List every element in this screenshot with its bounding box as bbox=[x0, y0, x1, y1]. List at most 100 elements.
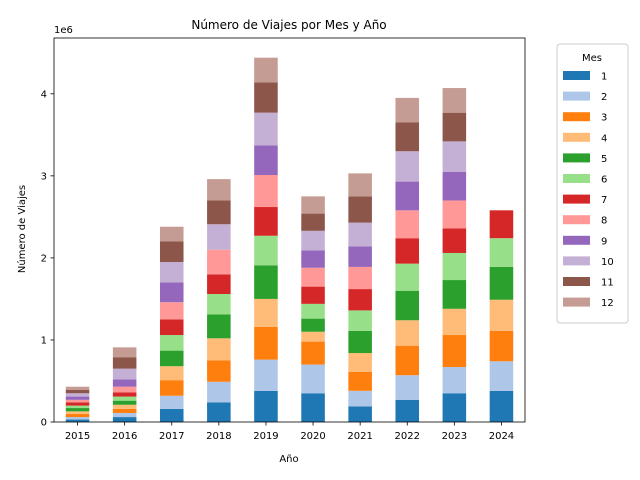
bar-2020-month-4 bbox=[301, 331, 325, 342]
bar-2016-month-9 bbox=[112, 379, 137, 387]
bar-2018-month-1 bbox=[207, 402, 231, 422]
legend-label-8: 8 bbox=[601, 216, 607, 227]
bars-layer bbox=[65, 57, 514, 422]
bar-2023-month-5 bbox=[442, 280, 467, 309]
bar-2017-month-9 bbox=[159, 282, 184, 303]
bar-2016-month-4 bbox=[112, 404, 137, 409]
bar-2018-month-12 bbox=[207, 179, 231, 201]
bar-2016-month-3 bbox=[112, 408, 137, 413]
x-tick-label-2022: 2022 bbox=[395, 431, 420, 442]
bar-2018-month-3 bbox=[207, 360, 231, 382]
bar-2020-month-2 bbox=[301, 364, 325, 394]
bar-2015-month-1 bbox=[65, 419, 90, 422]
bar-2021-month-2 bbox=[348, 390, 372, 407]
bar-2018-month-5 bbox=[207, 314, 231, 339]
bar-2024-month-7 bbox=[489, 210, 514, 239]
bar-2016-month-11 bbox=[112, 357, 137, 369]
legend-label-11: 11 bbox=[601, 278, 614, 289]
y-axis-label: Número de Viajes bbox=[16, 185, 28, 273]
x-tick-label-2017: 2017 bbox=[159, 431, 184, 442]
legend-swatch-5 bbox=[563, 153, 590, 163]
bar-2018-month-10 bbox=[207, 224, 231, 250]
bar-2020-month-9 bbox=[301, 250, 325, 268]
bar-2023-month-6 bbox=[442, 252, 467, 281]
bar-2023-month-10 bbox=[442, 141, 467, 172]
bar-2017-month-12 bbox=[159, 226, 184, 242]
bar-2015-month-6 bbox=[65, 405, 90, 409]
bar-2021-month-9 bbox=[348, 246, 372, 267]
bar-2022-month-7 bbox=[395, 238, 420, 264]
bar-2016-month-2 bbox=[112, 412, 137, 418]
bar-2021-month-10 bbox=[348, 222, 372, 247]
y-tick-label-1: 1 bbox=[41, 335, 47, 346]
bar-2018-month-4 bbox=[207, 338, 231, 361]
bar-2023-month-7 bbox=[442, 228, 467, 253]
bar-2017-month-6 bbox=[159, 335, 184, 351]
bar-2017-month-5 bbox=[159, 350, 184, 367]
bar-2019-month-1 bbox=[254, 390, 278, 422]
y-tick-label-4: 4 bbox=[41, 89, 47, 100]
bar-2016-month-5 bbox=[112, 400, 137, 405]
bar-2019-month-8 bbox=[254, 175, 278, 208]
bar-2018-month-7 bbox=[207, 274, 231, 294]
bar-2015-month-5 bbox=[65, 408, 90, 412]
bar-2015-month-9 bbox=[65, 396, 90, 400]
x-axis-label: Año bbox=[279, 454, 298, 465]
legend-swatch-10 bbox=[563, 256, 590, 266]
legend-label-9: 9 bbox=[601, 236, 607, 247]
bar-2019-month-4 bbox=[254, 298, 278, 327]
bar-2022-month-8 bbox=[395, 210, 420, 239]
x-tick-label-2019: 2019 bbox=[253, 431, 278, 442]
y-tick-label-2: 2 bbox=[41, 253, 47, 264]
bar-2020-month-12 bbox=[301, 196, 325, 214]
bar-2015-month-7 bbox=[65, 402, 90, 406]
legend-swatch-1 bbox=[563, 71, 590, 80]
bar-2022-month-5 bbox=[395, 290, 420, 321]
bar-2018-month-8 bbox=[207, 249, 231, 275]
chart-title: Número de Viajes por Mes y Año bbox=[191, 18, 386, 32]
legend-swatch-9 bbox=[563, 235, 590, 245]
legend-label-1: 1 bbox=[601, 72, 607, 83]
legend-label-5: 5 bbox=[601, 154, 607, 165]
bar-2022-month-3 bbox=[395, 345, 420, 376]
plot-frame bbox=[53, 37, 526, 423]
bar-2022-month-12 bbox=[395, 97, 420, 123]
bar-2017-month-3 bbox=[159, 380, 184, 396]
bar-2019-month-5 bbox=[254, 265, 278, 299]
legend-swatch-8 bbox=[563, 215, 590, 225]
bar-2021-month-11 bbox=[348, 196, 372, 223]
bar-2019-month-10 bbox=[254, 112, 278, 146]
x-tick-label-2015: 2015 bbox=[65, 431, 90, 442]
legend-label-3: 3 bbox=[601, 113, 607, 124]
bar-2024-month-1 bbox=[489, 390, 514, 422]
bar-2018-month-2 bbox=[207, 381, 231, 403]
bar-2021-month-3 bbox=[348, 371, 372, 391]
bar-2020-month-1 bbox=[301, 393, 325, 422]
bar-2015-month-8 bbox=[65, 399, 90, 403]
x-tick-label-2016: 2016 bbox=[112, 431, 137, 442]
legend-title: Mes bbox=[582, 53, 602, 64]
bar-2021-month-8 bbox=[348, 266, 372, 290]
bar-2022-month-9 bbox=[395, 181, 420, 211]
x-tick-label-2023: 2023 bbox=[442, 431, 467, 442]
bar-2019-month-11 bbox=[254, 82, 278, 113]
bar-2017-month-10 bbox=[159, 262, 184, 283]
legend-swatch-2 bbox=[563, 91, 590, 101]
bar-2018-month-11 bbox=[207, 200, 231, 225]
bar-2019-month-2 bbox=[254, 359, 278, 391]
bar-2017-month-4 bbox=[159, 366, 184, 381]
legend-label-2: 2 bbox=[601, 92, 607, 103]
bar-2023-month-3 bbox=[442, 335, 467, 368]
bar-2020-month-10 bbox=[301, 230, 325, 251]
bar-2017-month-2 bbox=[159, 395, 184, 409]
legend-label-10: 10 bbox=[601, 257, 614, 268]
legend-label-7: 7 bbox=[601, 195, 607, 206]
bar-2021-month-1 bbox=[348, 406, 372, 422]
x-tick-label-2020: 2020 bbox=[300, 431, 325, 442]
bar-2015-month-12 bbox=[65, 386, 90, 390]
bar-2015-month-2 bbox=[65, 417, 90, 420]
bar-2023-month-2 bbox=[442, 367, 467, 394]
legend-label-12: 12 bbox=[601, 298, 614, 309]
legend-swatch-7 bbox=[563, 194, 590, 204]
